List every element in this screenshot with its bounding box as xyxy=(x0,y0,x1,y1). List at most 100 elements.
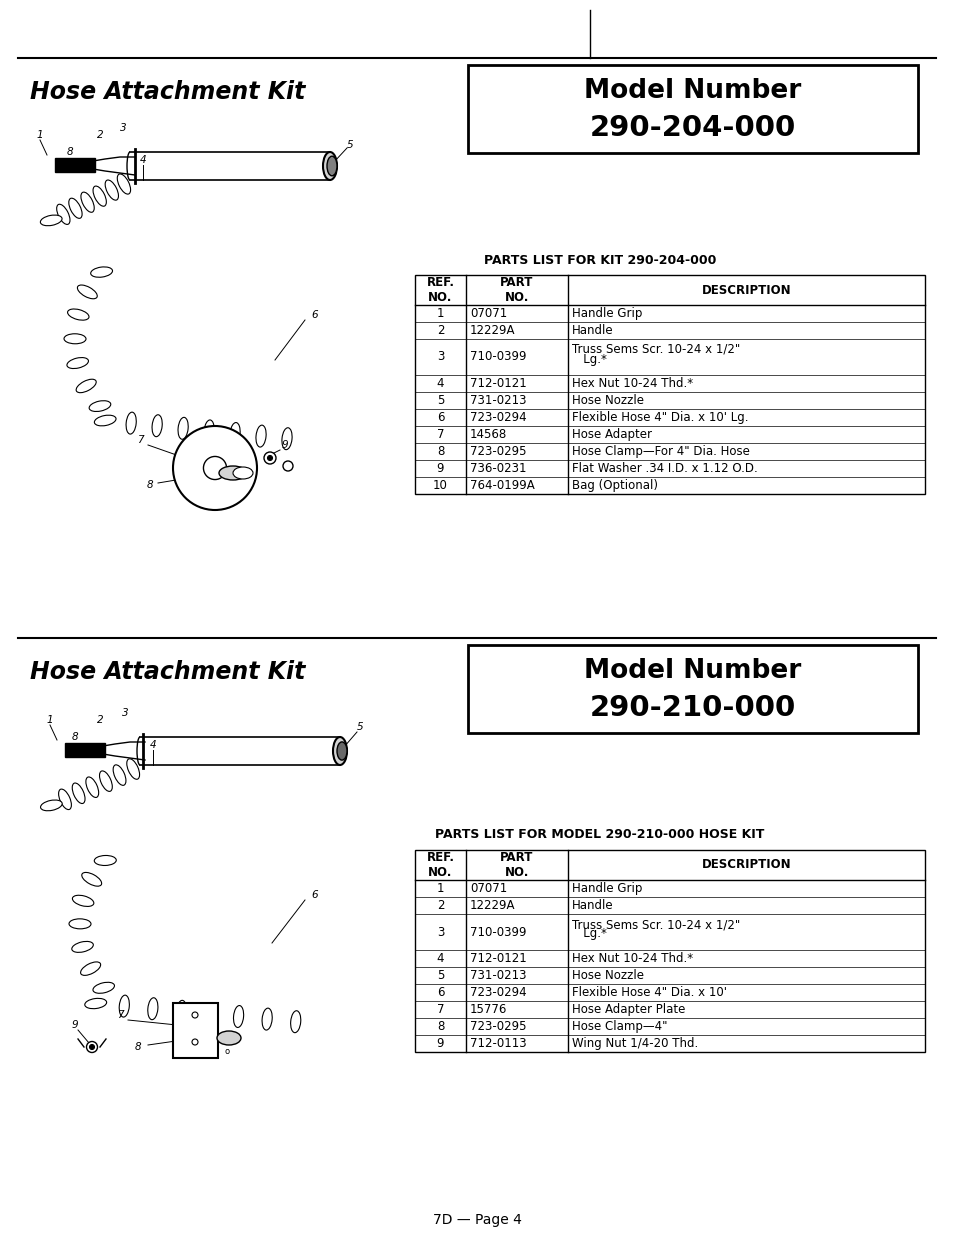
Text: 723-0295: 723-0295 xyxy=(470,445,526,459)
Text: 2: 2 xyxy=(436,900,444,912)
Text: 8: 8 xyxy=(436,1020,444,1033)
Ellipse shape xyxy=(204,420,214,442)
Ellipse shape xyxy=(94,415,116,426)
Text: 5: 5 xyxy=(346,140,353,150)
Ellipse shape xyxy=(262,1008,272,1030)
Text: Truss Sems Scr. 10-24 x 1/2": Truss Sems Scr. 10-24 x 1/2" xyxy=(572,343,740,356)
Text: 710-0399: 710-0399 xyxy=(470,350,526,364)
Ellipse shape xyxy=(80,962,101,976)
Text: 710-0399: 710-0399 xyxy=(470,926,526,938)
Ellipse shape xyxy=(291,1011,300,1033)
Ellipse shape xyxy=(176,1001,186,1022)
Text: 712-0121: 712-0121 xyxy=(470,378,526,390)
Ellipse shape xyxy=(40,216,62,226)
Text: 7: 7 xyxy=(436,1003,444,1015)
Ellipse shape xyxy=(91,267,112,278)
Text: 6: 6 xyxy=(436,986,444,999)
Ellipse shape xyxy=(68,309,89,320)
Text: 8: 8 xyxy=(71,731,78,743)
Ellipse shape xyxy=(178,417,188,440)
Text: Handle Grip: Handle Grip xyxy=(572,882,641,895)
Ellipse shape xyxy=(99,771,112,791)
Text: Truss Sems Scr. 10-24 x 1/2": Truss Sems Scr. 10-24 x 1/2" xyxy=(572,918,740,931)
Text: Handle: Handle xyxy=(572,900,613,912)
Text: 14568: 14568 xyxy=(470,427,507,441)
Text: 3: 3 xyxy=(436,350,444,364)
Text: 1: 1 xyxy=(47,715,53,725)
Ellipse shape xyxy=(264,452,275,464)
Text: 4: 4 xyxy=(139,155,146,164)
Text: 6: 6 xyxy=(312,310,318,320)
Text: 764-0199A: 764-0199A xyxy=(470,478,535,492)
Bar xyxy=(55,158,95,172)
Text: Lg.*: Lg.* xyxy=(572,927,606,941)
Text: REF.
NO.: REF. NO. xyxy=(426,277,454,304)
Text: 736-0231: 736-0231 xyxy=(470,462,526,475)
Text: Handle Grip: Handle Grip xyxy=(572,307,641,320)
Ellipse shape xyxy=(40,800,62,811)
Text: 3: 3 xyxy=(122,708,128,718)
Ellipse shape xyxy=(230,422,240,445)
Text: Hose Adapter: Hose Adapter xyxy=(572,427,651,441)
Ellipse shape xyxy=(282,427,292,450)
Text: PARTS LIST FOR MODEL 290-210-000 HOSE KIT: PARTS LIST FOR MODEL 290-210-000 HOSE KI… xyxy=(435,829,764,841)
Ellipse shape xyxy=(56,204,70,224)
Text: Model Number: Model Number xyxy=(584,658,801,684)
Text: Bag (Optional): Bag (Optional) xyxy=(572,478,658,492)
Ellipse shape xyxy=(67,358,89,369)
Text: 3: 3 xyxy=(436,926,444,938)
Text: Flat Washer .34 I.D. x 1.12 O.D.: Flat Washer .34 I.D. x 1.12 O.D. xyxy=(572,462,757,475)
Ellipse shape xyxy=(90,1044,94,1049)
Text: 9: 9 xyxy=(71,1020,78,1030)
Text: 9: 9 xyxy=(281,440,288,450)
Ellipse shape xyxy=(82,872,102,886)
Ellipse shape xyxy=(93,186,106,207)
Text: PART
NO.: PART NO. xyxy=(499,851,533,878)
Text: Flexible Hose 4" Dia. x 10': Flexible Hose 4" Dia. x 10' xyxy=(572,986,726,999)
Ellipse shape xyxy=(192,1039,198,1045)
Text: 290-204-000: 290-204-000 xyxy=(589,115,796,142)
Text: 2: 2 xyxy=(96,715,103,725)
Text: 2: 2 xyxy=(96,130,103,140)
Ellipse shape xyxy=(219,466,247,480)
Text: Hex Nut 10-24 Thd.*: Hex Nut 10-24 Thd.* xyxy=(572,952,693,964)
Bar xyxy=(468,645,917,733)
Ellipse shape xyxy=(113,765,126,785)
Ellipse shape xyxy=(64,334,86,344)
Text: DESCRIPTION: DESCRIPTION xyxy=(701,284,790,297)
Text: 712-0113: 712-0113 xyxy=(470,1037,526,1050)
Bar xyxy=(415,275,924,493)
Text: Model Number: Model Number xyxy=(584,78,801,105)
Ellipse shape xyxy=(152,415,162,436)
Text: Hose Nozzle: Hose Nozzle xyxy=(572,969,643,982)
Ellipse shape xyxy=(216,1030,241,1045)
Text: Handle: Handle xyxy=(572,324,613,336)
Ellipse shape xyxy=(323,152,336,179)
Ellipse shape xyxy=(233,1006,243,1028)
Ellipse shape xyxy=(333,736,347,765)
Text: 7D — Page 4: 7D — Page 4 xyxy=(432,1214,521,1227)
Ellipse shape xyxy=(117,174,131,194)
Ellipse shape xyxy=(283,461,293,471)
Text: Hose Clamp—For 4" Dia. Hose: Hose Clamp—For 4" Dia. Hose xyxy=(572,445,749,459)
Text: 3: 3 xyxy=(119,123,126,133)
Text: 723-0294: 723-0294 xyxy=(470,986,526,999)
Ellipse shape xyxy=(94,856,116,866)
Ellipse shape xyxy=(71,942,93,952)
Text: 1: 1 xyxy=(36,130,43,140)
Text: 7: 7 xyxy=(116,1011,123,1020)
Text: 9: 9 xyxy=(436,462,444,475)
Ellipse shape xyxy=(86,778,98,797)
Text: 1: 1 xyxy=(436,307,444,320)
Ellipse shape xyxy=(76,379,96,392)
Bar xyxy=(468,65,917,153)
Text: 10: 10 xyxy=(433,478,448,492)
Text: 8: 8 xyxy=(134,1042,141,1052)
Ellipse shape xyxy=(148,998,158,1019)
Ellipse shape xyxy=(119,996,130,1017)
Text: 7: 7 xyxy=(436,427,444,441)
Text: 12229A: 12229A xyxy=(470,324,515,336)
Ellipse shape xyxy=(69,198,82,218)
Text: 723-0295: 723-0295 xyxy=(470,1020,526,1033)
Text: Hose Attachment Kit: Hose Attachment Kit xyxy=(30,660,305,684)
